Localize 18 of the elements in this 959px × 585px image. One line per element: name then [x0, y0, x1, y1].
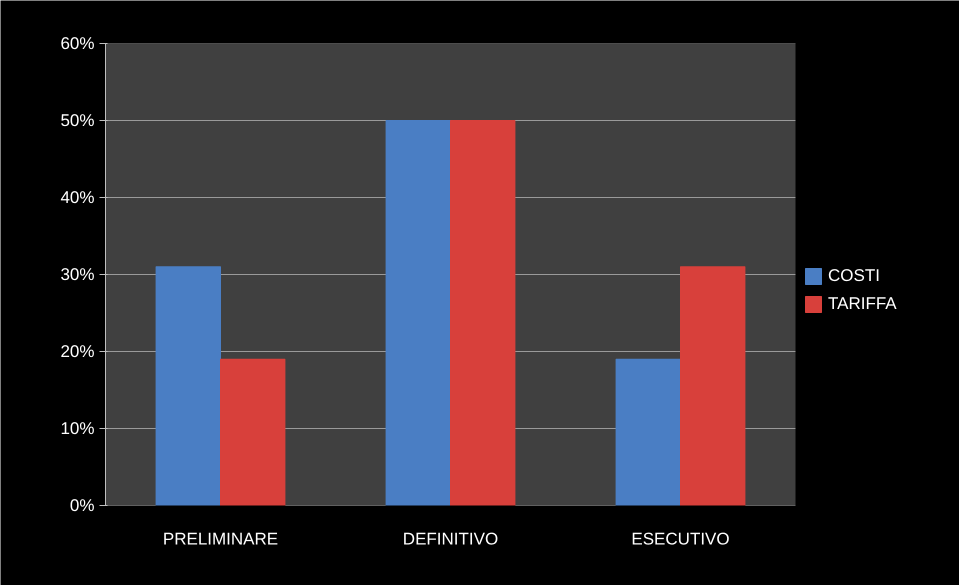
y-tick-label: 30% — [60, 265, 95, 284]
y-tick-label: 0% — [70, 496, 95, 515]
x-tick-label: ESECUTIVO — [631, 530, 730, 548]
bar — [616, 358, 681, 506]
bar — [450, 120, 516, 506]
bar — [220, 358, 286, 506]
legend-label: TARIFFA — [828, 294, 897, 314]
bar — [156, 266, 221, 506]
y-tick-label: 50% — [60, 111, 95, 130]
y-tick-label: 40% — [60, 188, 95, 207]
x-tick-label: PRELIMINARE — [162, 530, 278, 548]
legend-label: COSTI — [828, 266, 880, 286]
y-tick-label: 60% — [60, 34, 95, 53]
y-tick-label: 20% — [60, 342, 95, 361]
bar — [680, 266, 746, 506]
bar — [386, 120, 451, 506]
x-tick-label: DEFINITIVO — [402, 530, 498, 548]
y-tick-label: 10% — [60, 419, 95, 438]
